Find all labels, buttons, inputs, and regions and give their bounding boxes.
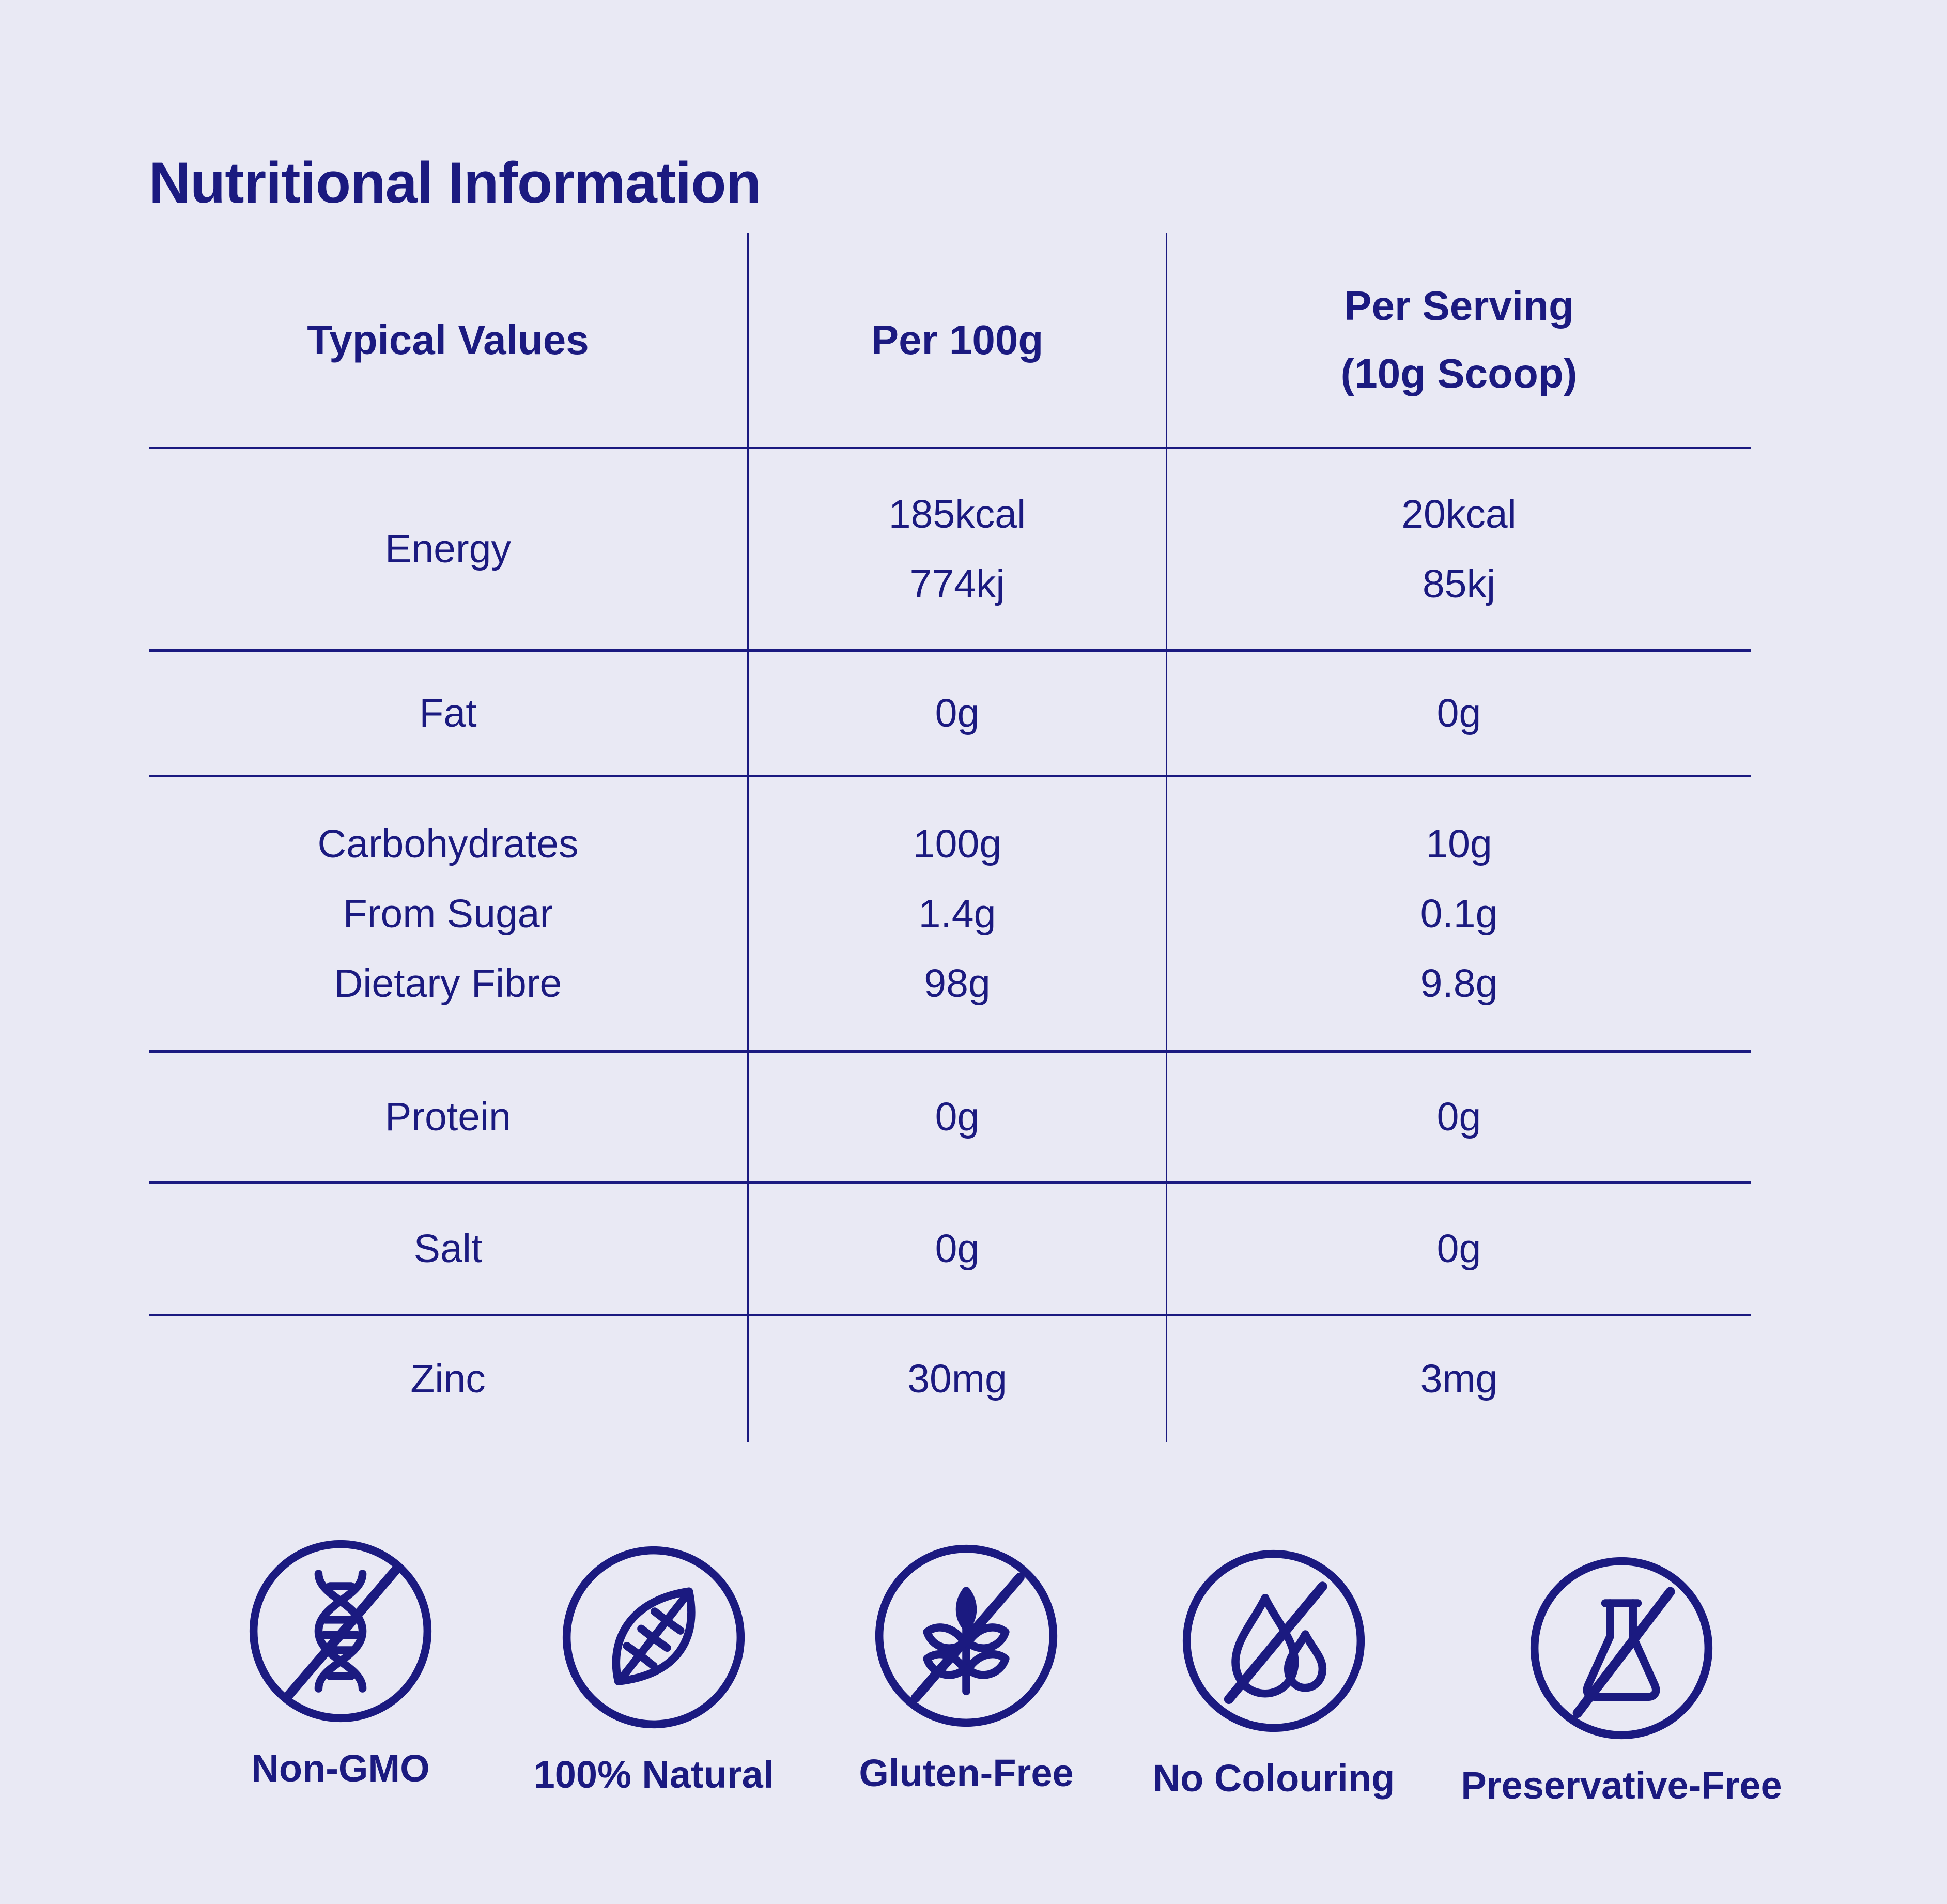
row-label-cell: Fat — [149, 652, 747, 775]
table-row-protein: Protein 0g 0g — [149, 1053, 1751, 1184]
value-per-100g-cell: 0g — [747, 1184, 1167, 1314]
value-per-100g-cell: 30mg — [747, 1316, 1167, 1442]
value-line: 1.4g — [918, 891, 996, 936]
row-label-cell: Carbohydrates From Sugar Dietary Fibre — [149, 777, 747, 1050]
row-label-cell: Protein — [149, 1053, 747, 1181]
row-label: Dietary Fibre — [334, 961, 562, 1006]
badge-no-colouring: No Colouring — [1134, 1545, 1413, 1800]
value-line: 185kcal — [888, 492, 1026, 536]
header-label: Per 100g — [871, 316, 1044, 363]
value-line: 3mg — [1420, 1357, 1498, 1401]
value-line: 10g — [1426, 821, 1492, 866]
value-line: 0g — [1436, 1226, 1481, 1271]
value-line: 30mg — [907, 1357, 1007, 1401]
badge-label: Preservative-Free — [1461, 1764, 1782, 1807]
badge-non-gmo: Non-GMO — [201, 1536, 480, 1790]
row-label: Salt — [413, 1226, 483, 1271]
header-cell-typical-values: Typical Values — [149, 233, 747, 447]
header-cell-per-100g: Per 100g — [747, 233, 1167, 447]
value-line: 85kj — [1422, 561, 1496, 606]
badge-label: 100% Natural — [533, 1753, 774, 1796]
badge-label: Gluten-Free — [859, 1752, 1074, 1794]
value-line: 20kcal — [1401, 492, 1517, 536]
value-line: 100g — [913, 821, 1002, 866]
table-row-fat: Fat 0g 0g — [149, 652, 1751, 777]
value-line: 0g — [1436, 1094, 1481, 1139]
table-row-carbohydrates: Carbohydrates From Sugar Dietary Fibre 1… — [149, 777, 1751, 1053]
value-per-serving-cell: 20kcal 85kj — [1167, 449, 1751, 649]
badge-label: No Colouring — [1152, 1757, 1395, 1800]
page-title: Nutritional Information — [149, 150, 761, 216]
value-per-serving-cell: 3mg — [1167, 1316, 1751, 1442]
row-label: Zinc — [410, 1357, 486, 1401]
header-label: Typical Values — [307, 316, 589, 363]
non-gmo-icon — [245, 1536, 436, 1727]
badge-label: Non-GMO — [251, 1747, 430, 1790]
table-header-row: Typical Values Per 100g Per Serving (10g… — [149, 233, 1751, 449]
row-label-cell: Zinc — [149, 1316, 747, 1442]
value-line: 0.1g — [1420, 891, 1498, 936]
header-label-line: Per Serving — [1344, 283, 1574, 329]
value-line: 0g — [1436, 690, 1481, 735]
value-per-serving-cell: 0g — [1167, 1184, 1751, 1314]
badge-gluten-free: Gluten-Free — [827, 1540, 1106, 1795]
table-row-energy: Energy 185kcal 774kj 20kcal 85kj — [149, 449, 1751, 652]
header-label-line: (10g Scoop) — [1340, 350, 1578, 396]
no-colouring-icon — [1178, 1545, 1369, 1737]
value-line: 98g — [924, 961, 991, 1006]
table-row-zinc: Zinc 30mg 3mg — [149, 1316, 1751, 1442]
value-line: 774kj — [909, 561, 1005, 606]
row-label: Carbohydrates — [317, 821, 579, 866]
preservative-free-icon — [1526, 1553, 1717, 1744]
row-label: Energy — [385, 527, 511, 571]
table-row-salt: Salt 0g 0g — [149, 1184, 1751, 1316]
row-label-cell: Energy — [149, 449, 747, 649]
nutrition-table: Typical Values Per 100g Per Serving (10g… — [149, 233, 1751, 1442]
value-per-100g-cell: 100g 1.4g 98g — [747, 777, 1167, 1050]
row-label: Fat — [419, 690, 477, 735]
value-per-serving-cell: 10g 0.1g 9.8g — [1167, 777, 1751, 1050]
natural-leaf-icon — [558, 1542, 749, 1733]
value-per-100g-cell: 0g — [747, 1053, 1167, 1181]
badge-preservative-free: Preservative-Free — [1461, 1553, 1782, 1807]
value-per-serving-cell: 0g — [1167, 652, 1751, 775]
value-per-100g-cell: 0g — [747, 652, 1167, 775]
row-label: Protein — [385, 1094, 511, 1139]
row-label-cell: Salt — [149, 1184, 747, 1314]
value-line: 0g — [935, 690, 980, 735]
value-per-serving-cell: 0g — [1167, 1053, 1751, 1181]
value-per-100g-cell: 185kcal 774kj — [747, 449, 1167, 649]
badge-100-natural: 100% Natural — [514, 1542, 793, 1796]
gluten-free-icon — [871, 1540, 1062, 1731]
header-cell-per-serving: Per Serving (10g Scoop) — [1167, 233, 1751, 447]
value-line: 9.8g — [1420, 961, 1498, 1006]
value-line: 0g — [935, 1226, 980, 1271]
value-line: 0g — [935, 1094, 980, 1139]
row-label: From Sugar — [343, 891, 553, 936]
